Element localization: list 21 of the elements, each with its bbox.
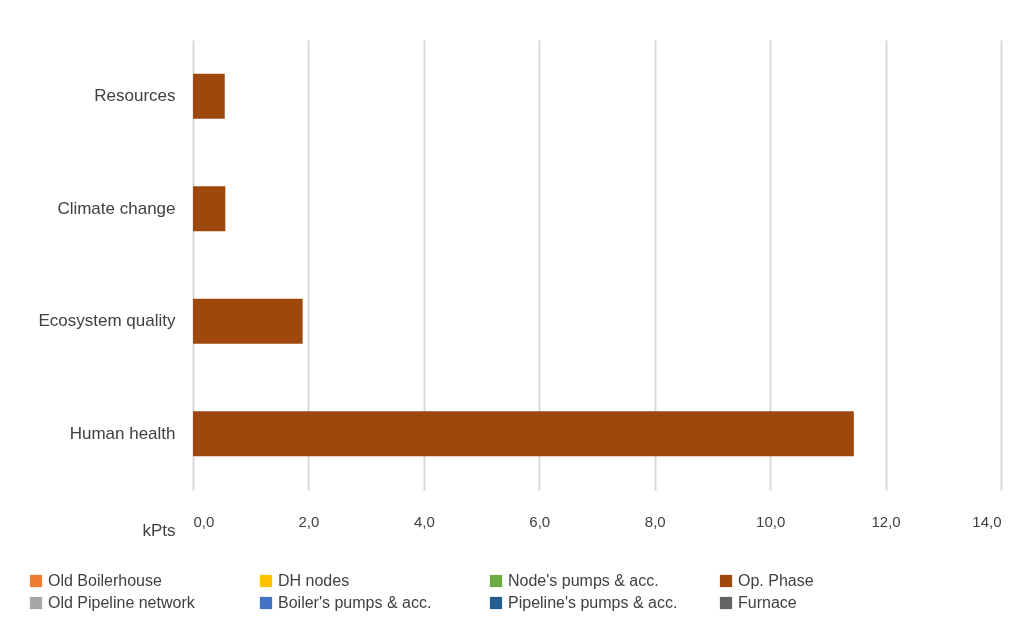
legend-label: DH nodes [278, 572, 350, 589]
y-tick-label: Resources [94, 86, 176, 106]
legend-label: Old Pipeline network [48, 594, 196, 611]
legend-label: Pipeline's pumps & acc. [508, 594, 678, 611]
x-tick-label: 4,0 [413, 512, 435, 530]
x-tick-label: 12,0 [871, 512, 901, 530]
x-tick-label: 14,0 [972, 512, 1002, 530]
x-tick-label: 8,0 [644, 512, 666, 530]
x-tick-label: 10,0 [756, 512, 786, 530]
x-tick-label: 0,0 [193, 512, 215, 530]
legend-label: Node's pumps & acc. [508, 572, 659, 589]
legend-label: Boiler's pumps & acc. [278, 594, 432, 611]
legend-label: Furnace [738, 594, 797, 611]
x-axis-title: kPts [142, 520, 176, 540]
legend-label: Old Boilerhouse [48, 572, 162, 589]
x-tick-label: 6,0 [529, 512, 551, 530]
y-tick-label: Climate change [57, 198, 176, 218]
x-tick-label: 2,0 [298, 512, 320, 530]
legend-label: Op. Phase [738, 572, 814, 589]
y-tick-label: Human health [69, 423, 176, 443]
y-tick-label: Ecosystem quality [38, 311, 176, 331]
